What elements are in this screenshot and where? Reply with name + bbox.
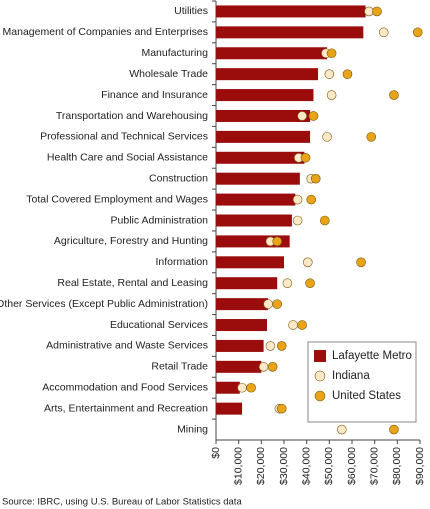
bar <box>216 402 243 415</box>
x-tick-label: $0 <box>210 447 222 459</box>
category-label: Arts, Entertainment and Recreation <box>44 402 208 414</box>
category-label: Finance and Insurance <box>101 89 208 101</box>
x-tick-label: $20,000 <box>255 447 267 485</box>
legend-swatch <box>314 370 326 382</box>
bar <box>216 360 262 373</box>
dot <box>297 111 307 121</box>
dot <box>246 382 256 393</box>
x-tick-label: $80,000 <box>391 447 403 485</box>
dot <box>300 152 311 163</box>
legend-label: Lafayette Metro <box>332 350 412 362</box>
dot <box>389 424 399 435</box>
category-label: Professional and Technical Services <box>40 131 208 143</box>
source-note: Source: IBRC, using U.S. Bureau of Labor… <box>2 497 242 508</box>
bar <box>216 277 278 290</box>
bar <box>216 130 311 143</box>
dot <box>297 320 307 330</box>
category-label: Educational Services <box>110 319 208 331</box>
category-label: Public Administration <box>111 214 209 226</box>
dot <box>372 6 382 17</box>
category-label: Other Services (Except Public Administra… <box>0 298 208 310</box>
bar <box>216 193 296 206</box>
dot <box>276 403 287 414</box>
dot <box>310 173 321 184</box>
dot <box>292 215 303 226</box>
x-tick-label: $30,000 <box>278 447 290 485</box>
bar <box>216 339 264 352</box>
bar <box>216 298 269 311</box>
dot <box>342 69 353 79</box>
bar <box>216 381 240 394</box>
dot <box>302 257 313 268</box>
legend-swatch <box>314 350 326 362</box>
category-label: Construction <box>149 172 208 184</box>
bar <box>216 68 318 81</box>
category-label: Wholesale Trade <box>129 68 208 80</box>
category-label: Manufacturing <box>141 47 208 59</box>
x-tick-label: $90,000 <box>414 447 426 485</box>
dot <box>237 382 247 393</box>
dot <box>306 194 317 205</box>
bar <box>216 47 328 60</box>
dot <box>263 299 273 309</box>
dot <box>265 341 276 351</box>
dot <box>412 27 423 38</box>
x-tick-label: $40,000 <box>300 447 312 485</box>
bar <box>216 319 267 332</box>
dot <box>292 194 303 205</box>
category-label: Total Covered Employment and Wages <box>26 193 208 205</box>
dot <box>356 257 366 268</box>
dot <box>322 132 332 142</box>
legend: Lafayette Metro Indiana United States <box>307 341 417 423</box>
dot <box>336 424 347 435</box>
bar <box>216 109 311 122</box>
bar <box>216 26 364 39</box>
bar <box>216 5 366 18</box>
legend-label: United States <box>332 390 401 402</box>
legend-swatch <box>314 390 326 402</box>
category-label: Health Care and Social Assistance <box>47 152 208 164</box>
category-label: Information <box>155 256 208 268</box>
category-label: Mining <box>177 423 208 435</box>
dot <box>326 90 337 100</box>
x-tick-label: $10,000 <box>232 447 244 485</box>
category-label: Management of Companies and Enterprises <box>3 26 208 38</box>
dot <box>308 111 319 121</box>
category-label: Agriculture, Forestry and Hunting <box>54 235 208 247</box>
category-label: Transportation and Warehousing <box>56 110 208 122</box>
category-label: Real Estate, Rental and Leasing <box>57 277 208 289</box>
dot <box>272 299 283 309</box>
dot <box>378 27 389 38</box>
dot <box>267 362 278 372</box>
bar <box>216 151 305 164</box>
category-label: Accommodation and Food Services <box>42 382 208 394</box>
dot <box>305 278 315 289</box>
dot <box>272 236 283 247</box>
dot <box>326 48 337 59</box>
dot <box>288 320 298 330</box>
bar <box>216 256 284 269</box>
legend-label: Indiana <box>332 370 370 382</box>
category-label: Utilities <box>174 5 208 17</box>
dot <box>389 90 399 100</box>
category-label: Retail Trade <box>151 361 208 373</box>
bar <box>216 89 314 102</box>
dot <box>282 278 293 289</box>
x-tick-label: $50,000 <box>323 447 335 485</box>
dot <box>324 69 335 79</box>
dot <box>319 215 330 226</box>
x-tick-label: $70,000 <box>368 447 380 485</box>
dot <box>258 362 269 372</box>
bar <box>216 214 292 227</box>
dot <box>366 132 377 142</box>
dot <box>276 341 287 351</box>
x-tick-label: $60,000 <box>346 447 358 485</box>
bar <box>216 172 300 185</box>
category-label: Administrative and Waste Services <box>46 340 208 352</box>
